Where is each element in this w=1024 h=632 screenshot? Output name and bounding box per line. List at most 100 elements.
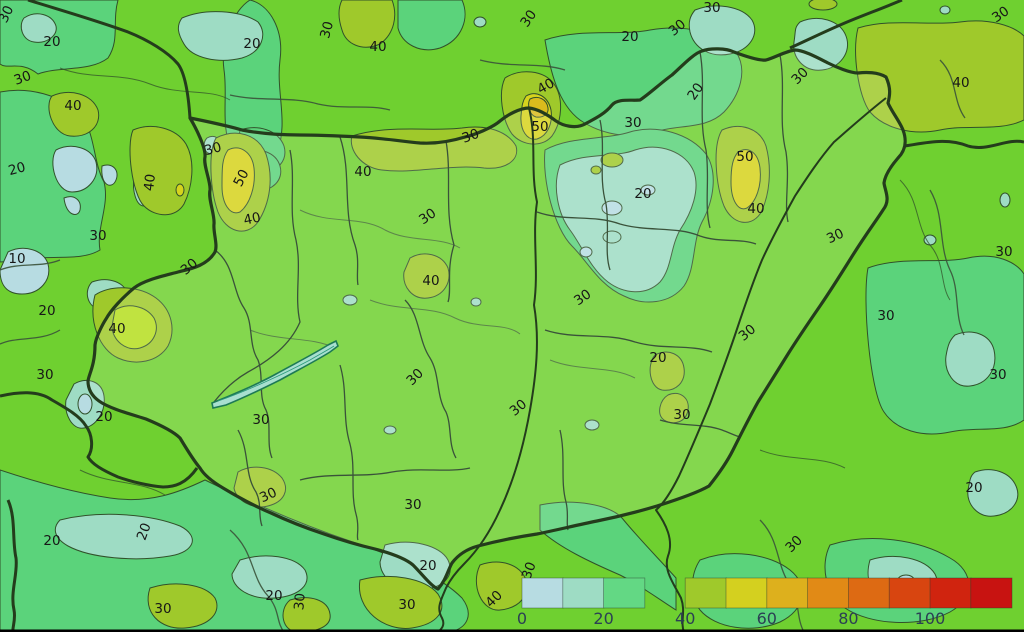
county-border-line bbox=[213, 149, 301, 403]
contour-label: 40 bbox=[108, 321, 125, 337]
legend-swatch-100-110 bbox=[929, 577, 972, 609]
contour-label: 40 bbox=[64, 98, 81, 114]
contour-label: 40 bbox=[354, 164, 371, 180]
contour-label: 40 bbox=[535, 75, 558, 97]
contour-label: 20 bbox=[95, 409, 112, 425]
contour-region bbox=[359, 575, 443, 629]
contour-region bbox=[231, 555, 308, 599]
contour-label: 50 bbox=[531, 119, 548, 135]
county-border-line bbox=[536, 211, 757, 245]
county-border-line bbox=[339, 364, 359, 541]
contour-region bbox=[48, 92, 100, 137]
county-border-line bbox=[445, 140, 455, 303]
legend-swatch-90-100 bbox=[888, 577, 931, 609]
contour-label: 40 bbox=[422, 273, 439, 289]
contour-label: 40 bbox=[242, 209, 262, 228]
county-border-line bbox=[237, 429, 263, 527]
legend-swatch-80-90 bbox=[848, 577, 891, 609]
contour-label: 10 bbox=[8, 251, 25, 267]
contour-label: 30 bbox=[203, 139, 224, 159]
contour-label: 20 bbox=[134, 521, 155, 543]
border-cz-at bbox=[27, 0, 192, 119]
contour-label: 30 bbox=[257, 484, 279, 506]
river-danube bbox=[437, 107, 538, 632]
contour-label: 30 bbox=[995, 244, 1012, 260]
rivers bbox=[437, 97, 887, 632]
contour-region bbox=[77, 393, 93, 415]
contour-label: 20 bbox=[634, 186, 651, 202]
foreign-region-borders bbox=[0, 59, 966, 632]
contour-label: 40 bbox=[747, 201, 764, 217]
contour-label: 30 bbox=[673, 407, 690, 423]
bottom-frame-bar bbox=[0, 629, 1024, 632]
contour-region bbox=[473, 16, 487, 28]
contour-label: 40 bbox=[141, 173, 159, 192]
county-border-line bbox=[339, 136, 359, 286]
region-border-line bbox=[229, 529, 285, 632]
contour-region bbox=[865, 255, 1024, 435]
contour-label: 30 bbox=[519, 560, 540, 582]
contour-label: 30 bbox=[252, 412, 269, 428]
lakes bbox=[211, 339, 339, 409]
county-border-line bbox=[544, 329, 713, 353]
contour-label: 20 bbox=[7, 159, 28, 179]
contour-label: 20 bbox=[621, 29, 638, 45]
region-border-line bbox=[479, 59, 566, 71]
contour-label: 20 bbox=[38, 303, 55, 319]
contour-label: 50 bbox=[230, 167, 252, 190]
contour-label: 20 bbox=[43, 533, 60, 549]
contour-region bbox=[175, 183, 185, 197]
legend-swatch-110-120 bbox=[970, 577, 1013, 609]
legend-swatch-50-60 bbox=[725, 577, 768, 609]
legend-tick-label: 100 bbox=[915, 609, 946, 628]
contour-label: 20 bbox=[419, 558, 436, 574]
legend-swatch-20-30 bbox=[603, 577, 646, 609]
county-border-line bbox=[214, 249, 273, 459]
lake-balaton-inner-line bbox=[217, 345, 335, 402]
contour-label: 30 bbox=[36, 367, 53, 383]
region-border-line bbox=[939, 59, 966, 119]
contour-region bbox=[20, 13, 57, 43]
contour-label: 50 bbox=[736, 149, 753, 165]
contour-label: 30 bbox=[460, 126, 482, 147]
legend-swatch-60-70 bbox=[766, 577, 809, 609]
legend-tick-label: 40 bbox=[675, 609, 695, 628]
region-border-line bbox=[929, 189, 965, 336]
region-border-line bbox=[229, 94, 391, 111]
county-border-line bbox=[559, 429, 569, 531]
contour-label: 30 bbox=[989, 367, 1006, 383]
contour-label: 30 bbox=[624, 115, 641, 131]
contour-label: 30 bbox=[404, 497, 421, 513]
legend-swatch-70-80 bbox=[807, 577, 850, 609]
legend-swatch-10-20 bbox=[562, 577, 605, 609]
contour-label: 20 bbox=[965, 480, 982, 496]
contour-label: 30 bbox=[703, 0, 720, 16]
contour-label: 30 bbox=[291, 592, 308, 611]
border-si-hr bbox=[0, 391, 199, 489]
county-border-line bbox=[779, 54, 789, 223]
contour-region bbox=[967, 469, 1019, 517]
region-border-line bbox=[0, 329, 61, 345]
border-sk-ua bbox=[789, 0, 903, 50]
county-border-line bbox=[404, 299, 457, 459]
contour-label: 20 bbox=[43, 34, 60, 50]
contour-region bbox=[338, 0, 396, 48]
contour-region bbox=[52, 146, 98, 193]
contour-region bbox=[945, 331, 996, 387]
contour-region bbox=[177, 11, 264, 61]
contour-region bbox=[475, 561, 528, 611]
county-borders bbox=[213, 51, 789, 541]
contour-region bbox=[101, 164, 118, 186]
contour-region bbox=[54, 513, 193, 560]
contour-region bbox=[147, 583, 218, 629]
contour-label: 30 bbox=[317, 20, 337, 41]
border-west-edge bbox=[6, 499, 18, 632]
legend-swatch-40-50 bbox=[684, 577, 727, 609]
contour-region bbox=[282, 597, 331, 632]
county-border-line bbox=[659, 419, 741, 438]
contour-label: 30 bbox=[154, 601, 171, 617]
contour-label: 20 bbox=[265, 588, 282, 604]
legend-tick-label: 80 bbox=[838, 609, 858, 628]
